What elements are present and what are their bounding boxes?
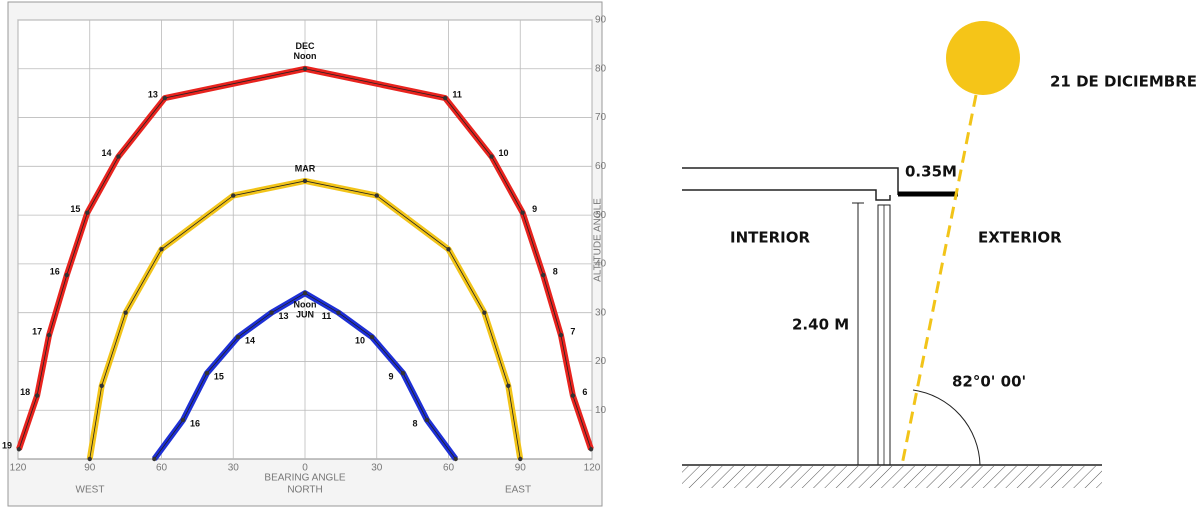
x-tick-label: 30: [228, 463, 240, 474]
hour-label: 14: [245, 335, 255, 345]
angle-label: 82°0' 00': [952, 373, 1026, 391]
x-tick-label: 30: [371, 463, 383, 474]
x-axis-sub: NORTH: [287, 485, 322, 496]
sun: [946, 21, 1020, 95]
roof-top: [682, 168, 898, 195]
y-tick-label: 60: [595, 161, 607, 172]
hour-label: 13: [279, 311, 289, 321]
hour-point: [85, 210, 89, 214]
hour-point: [571, 393, 575, 397]
y-tick-label: 20: [595, 356, 607, 367]
angle-arc: [913, 390, 980, 465]
y-tick-label: 90: [595, 15, 607, 26]
section-drawing: [682, 168, 1102, 488]
y-tick-label: 80: [595, 63, 607, 74]
hour-point: [453, 457, 457, 461]
hour-point: [152, 457, 156, 461]
date-label: 21 DE DICIEMBRE: [1050, 73, 1196, 91]
interior-label: INTERIOR: [730, 229, 810, 247]
sun-ray: [902, 95, 976, 465]
x-tick-label: 90: [515, 463, 527, 474]
hour-point: [205, 371, 209, 375]
hour-point: [443, 96, 447, 100]
hour-point: [541, 273, 545, 277]
hour-point: [589, 447, 593, 451]
hour-point: [35, 393, 39, 397]
hour-label: 19: [2, 441, 12, 451]
x-axis-label: BEARING ANGLE: [264, 473, 345, 484]
y-tick-label: 10: [595, 405, 607, 416]
x-tick-label: 60: [443, 463, 455, 474]
hour-point: [506, 384, 510, 388]
hour-point: [181, 418, 185, 422]
hour-label: 10: [499, 148, 509, 158]
hour-point: [236, 335, 240, 339]
hour-label: 14: [101, 148, 111, 158]
x-tick-label: 60: [156, 463, 168, 474]
hour-label: 16: [190, 418, 200, 428]
hour-point: [17, 447, 21, 451]
x-tick-label: 120: [584, 463, 601, 474]
page: BEARING ANGLE NORTH WEST EAST ALTITUDE A…: [0, 0, 1196, 508]
hour-label: 8: [412, 418, 417, 428]
hour-point: [231, 193, 235, 197]
hour-label: 6: [582, 387, 587, 397]
date-label: MAR: [295, 163, 316, 173]
hour-label: 17: [32, 326, 42, 336]
hour-label: 18: [20, 387, 30, 397]
y-tick-label: 70: [595, 112, 607, 123]
ground-hatch: [682, 466, 1102, 488]
x-tick-label: 90: [84, 463, 96, 474]
x-tick-label: 120: [10, 463, 27, 474]
hour-point: [482, 310, 486, 314]
hour-point: [375, 193, 379, 197]
height-label: 2.40 M: [792, 316, 849, 334]
hour-label: 9: [389, 372, 394, 382]
hour-point: [446, 247, 450, 251]
hour-point: [303, 291, 307, 295]
y-tick-label: 50: [595, 210, 607, 221]
hour-point: [88, 457, 92, 461]
hour-point: [100, 384, 104, 388]
hour-point: [123, 310, 127, 314]
hour-label: 15: [70, 204, 80, 214]
hour-point: [336, 310, 340, 314]
hour-point: [65, 273, 69, 277]
x-tick-label: 0: [302, 463, 308, 474]
hour-point: [559, 333, 563, 337]
y-tick-label: 40: [595, 259, 607, 270]
hour-point: [520, 210, 524, 214]
date-label: DEC: [295, 41, 315, 51]
roof-bottom: [682, 190, 890, 200]
hour-point: [159, 247, 163, 251]
hour-label: 16: [50, 266, 60, 276]
hour-point: [401, 371, 405, 375]
date-label: Noon: [294, 300, 317, 310]
hour-point: [116, 154, 120, 158]
east-label: EAST: [505, 485, 531, 496]
west-label: WEST: [76, 485, 105, 496]
hour-point: [269, 310, 273, 314]
date-label: Noon: [294, 51, 317, 61]
hour-label: 11: [452, 89, 462, 99]
date-label: JUN: [296, 310, 314, 320]
hour-label: 8: [553, 266, 558, 276]
hour-point: [163, 96, 167, 100]
hour-label: 13: [148, 89, 158, 99]
hour-point: [425, 418, 429, 422]
hour-point: [303, 67, 307, 71]
hour-point: [47, 333, 51, 337]
hour-label: 7: [570, 326, 575, 336]
hour-label: 10: [355, 335, 365, 345]
hour-point: [489, 154, 493, 158]
hour-label: 15: [214, 372, 224, 382]
hour-point: [303, 179, 307, 183]
hour-point: [518, 457, 522, 461]
hour-point: [370, 335, 374, 339]
overhang-label: 0.35M: [905, 163, 957, 181]
hour-label: 11: [322, 311, 332, 321]
y-tick-label: 30: [595, 307, 607, 318]
exterior-label: EXTERIOR: [978, 229, 1062, 247]
hour-label: 9: [532, 204, 537, 214]
